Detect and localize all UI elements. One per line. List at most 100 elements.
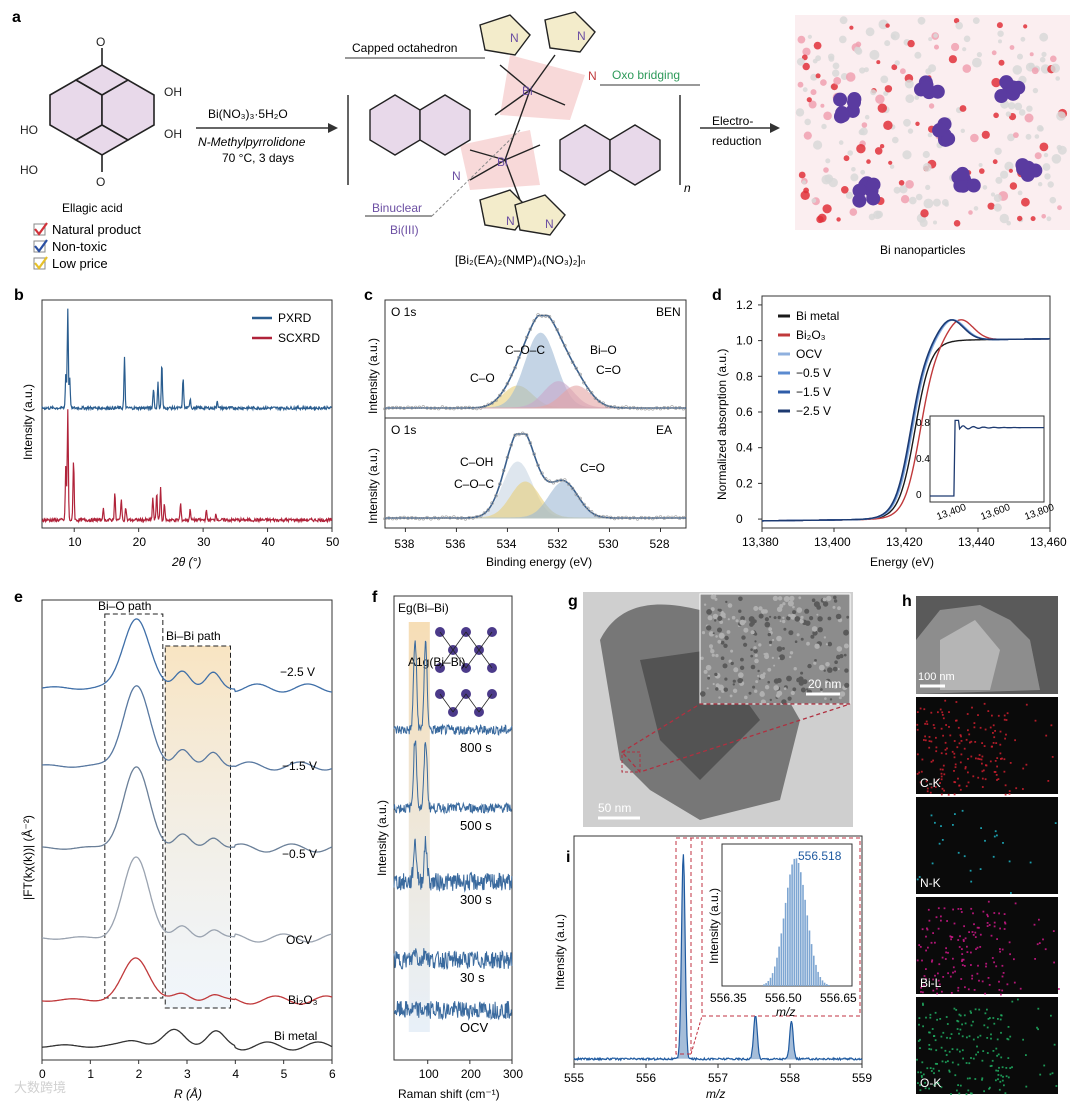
eds-pixel [936, 992, 938, 995]
xanes-xtick-label: 13,460 [1030, 535, 1067, 549]
eds-pixel [957, 908, 960, 910]
xps-peak-label: C–O–C [505, 343, 545, 357]
pore [744, 695, 748, 700]
eds-pixel [940, 1046, 943, 1049]
pore [818, 664, 825, 671]
atom [1056, 111, 1066, 121]
atom [841, 186, 849, 194]
atom [797, 35, 806, 44]
eds-pixel [1000, 1074, 1003, 1077]
bi-iii-label: Bi(III) [390, 223, 419, 237]
eds-pixel [995, 742, 998, 744]
atom [813, 140, 823, 150]
eds-pixel [956, 746, 959, 749]
eds-pixel [1001, 1066, 1004, 1069]
xps-datapoint [463, 405, 468, 410]
pore [752, 685, 756, 689]
panel-d-xanes: 13,380 13,400 13,420 13,440 13,460 0 0.2 0.4 0.6… [715, 295, 1067, 569]
pore [754, 658, 759, 664]
eds-pixel [916, 711, 919, 713]
pore [783, 687, 787, 690]
atom [803, 187, 809, 194]
svg-text:N: N [452, 169, 461, 183]
exafs-xlabel: R (Å) [174, 1086, 202, 1101]
xps-datapoint [421, 405, 425, 409]
bi-cluster-atom [847, 95, 862, 110]
xps-datapoint [593, 513, 598, 517]
pore [829, 698, 833, 701]
eds-pixel [930, 786, 933, 789]
pore [825, 662, 830, 667]
eds-pixel [1001, 989, 1004, 992]
eds-pixel [926, 723, 929, 725]
pore [738, 672, 744, 678]
eds-pixel [929, 1013, 932, 1016]
eds-pixel [979, 868, 982, 870]
eds-pixel [919, 707, 922, 710]
pore [722, 663, 728, 669]
pore [833, 685, 838, 689]
eds-pixel [1008, 941, 1011, 944]
atom [825, 158, 831, 164]
eds-pixel [976, 926, 979, 929]
pore [712, 594, 717, 599]
xps-datapoint [456, 516, 460, 520]
pore [709, 644, 713, 649]
atom [995, 176, 1003, 184]
eds-pixel [932, 759, 934, 762]
atom [987, 202, 995, 210]
eds-pixel [994, 830, 997, 833]
xps-datapoint [574, 366, 578, 370]
eds-pixel [963, 925, 965, 928]
pore [707, 674, 711, 678]
xps-datapoint [601, 514, 605, 519]
eds-pixel [1001, 948, 1004, 951]
pore [719, 620, 724, 624]
exafs-series [41, 618, 333, 693]
eds-pixel [952, 824, 954, 826]
pore [717, 616, 723, 621]
pore [717, 627, 722, 633]
eds-pixel [977, 757, 979, 760]
xps-datapoint [666, 515, 670, 519]
xps-datapoint [417, 405, 422, 409]
xps-datapoint [402, 515, 406, 520]
eds-pixel [944, 1049, 947, 1052]
eds-pixel [968, 1035, 971, 1038]
pore [738, 596, 743, 602]
xps-datapoint [459, 516, 464, 520]
eds-pixel [922, 1002, 924, 1005]
pore [777, 657, 781, 660]
eds-pixel [935, 1049, 938, 1052]
pore [750, 648, 753, 651]
atom [1000, 170, 1009, 179]
eds-pixel [941, 990, 943, 993]
xps-datapoint [406, 516, 410, 520]
eds-pixel [1000, 1031, 1002, 1034]
eds-pixel [928, 1031, 930, 1034]
xps-datapoint [624, 405, 628, 409]
atom [893, 186, 901, 194]
xps-envelope [385, 314, 686, 409]
eds-pixel [933, 1035, 936, 1037]
eds-pixel [1022, 788, 1024, 790]
atom [900, 195, 910, 204]
eds-map-n-k [916, 797, 1058, 894]
eds-pixel [983, 1090, 985, 1093]
pore [730, 661, 734, 666]
xps-datapoint [528, 327, 533, 331]
pore [720, 612, 726, 618]
xps-datapoint [494, 494, 498, 498]
atom [847, 150, 853, 156]
xps-tick-label: 536 [445, 537, 465, 551]
atom [1020, 36, 1026, 42]
eds-pixel [999, 1018, 1002, 1021]
eds-pixel [957, 986, 960, 989]
eds-pixel [944, 958, 947, 960]
atom [845, 72, 856, 82]
eds-pixel [945, 1016, 948, 1018]
ms-inset-bar [823, 982, 826, 986]
xps-datapoint [406, 405, 410, 409]
eds-pixel [953, 781, 956, 783]
eds-pixel [952, 957, 954, 960]
